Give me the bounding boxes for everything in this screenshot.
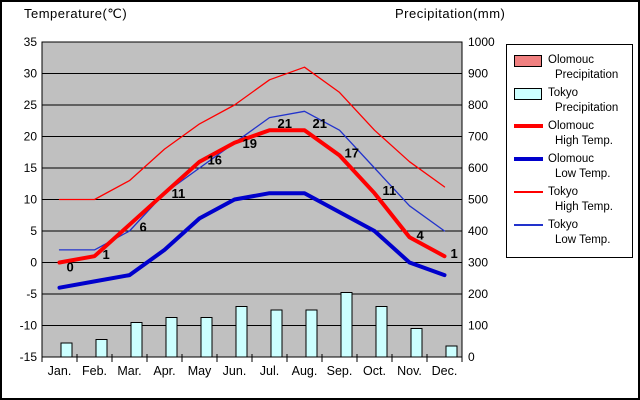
olomouc-high-point-label: 19 bbox=[243, 136, 257, 151]
tokyo-precipitation-bar bbox=[235, 306, 248, 358]
olomouc-high-temp-line bbox=[57, 128, 447, 265]
olomouc-high-point-label: 1 bbox=[451, 246, 458, 261]
legend: Olomouc Precipitation Tokyo Precipitation Ol… bbox=[506, 44, 633, 258]
olomouc-high-point-label: 21 bbox=[278, 116, 292, 131]
olomouc-high-point-label: 17 bbox=[345, 145, 359, 160]
olomouc-high-point-label: 21 bbox=[313, 116, 327, 131]
tokyo-precipitation-bar bbox=[200, 317, 213, 358]
precip-tick-label: 600 bbox=[468, 161, 488, 175]
month-label: Mar. bbox=[117, 364, 141, 378]
temp-tick-label: 35 bbox=[24, 35, 38, 49]
precip-tick-label: 100 bbox=[468, 319, 488, 333]
tokyo-precipitation-bar bbox=[410, 328, 423, 358]
temp-tick-label: -15 bbox=[20, 350, 38, 364]
temp-tick-label: 5 bbox=[30, 224, 37, 238]
month-label: Feb. bbox=[82, 364, 107, 378]
month-label: Oct. bbox=[363, 364, 386, 378]
temp-tick-label: 20 bbox=[24, 130, 38, 144]
month-label: Jun. bbox=[223, 364, 247, 378]
olomouc-low-temp-line bbox=[57, 191, 447, 290]
precip-tick-label: 700 bbox=[468, 130, 488, 144]
legend-label-line2: High Temp. bbox=[555, 200, 613, 213]
month-label: Jul. bbox=[260, 364, 279, 378]
precipitation-axis-title: Precipitation(mm) bbox=[395, 6, 506, 21]
olomouc-high-point-label: 16 bbox=[208, 153, 222, 168]
legend-label-line2: Precipitation bbox=[555, 68, 619, 81]
temp-tick-label: 15 bbox=[24, 161, 38, 175]
temp-tick-label: 25 bbox=[24, 98, 38, 112]
temperature-axis-title: Temperature(℃) bbox=[24, 6, 128, 21]
legend-item-tokyo-low-temp: Tokyo Low Temp. bbox=[514, 218, 629, 247]
precip-tick-label: 200 bbox=[468, 287, 488, 301]
legend-label-line1: Tokyo bbox=[548, 186, 579, 198]
temp-tick-label: 30 bbox=[24, 67, 38, 81]
month-label: May bbox=[188, 364, 212, 378]
precip-tick-label: 0 bbox=[468, 350, 475, 364]
month-label: Dec. bbox=[432, 364, 458, 378]
precip-tick-label: 1000 bbox=[468, 35, 495, 49]
tokyo-precipitation-bar bbox=[305, 309, 318, 358]
legend-item-olomouc-low-temp: Olomouc Low Temp. bbox=[514, 152, 629, 181]
tokyo-precipitation-swatch-icon bbox=[514, 88, 542, 100]
olomouc-high-point-label: 4 bbox=[417, 227, 425, 242]
temp-tick-label: -5 bbox=[26, 287, 37, 301]
legend-label-line1: Olomouc bbox=[548, 153, 595, 165]
tokyo-precipitation-bar bbox=[130, 321, 143, 358]
precip-tick-label: 900 bbox=[468, 67, 488, 81]
olomouc-precipitation-swatch-icon bbox=[514, 55, 542, 67]
legend-item-tokyo-precipitation: Tokyo Precipitation bbox=[514, 86, 629, 115]
temp-tick-label: 0 bbox=[30, 256, 37, 270]
legend-label-line2: Low Temp. bbox=[555, 167, 611, 180]
month-label: Sep. bbox=[327, 364, 353, 378]
tokyo-precipitation-bar bbox=[340, 291, 353, 358]
precip-tick-label: 400 bbox=[468, 224, 488, 238]
olomouc-high-point-label: 6 bbox=[140, 220, 147, 235]
tokyo-low-temp-swatch-icon bbox=[514, 224, 543, 226]
tokyo-precipitation-bar bbox=[445, 345, 458, 358]
precip-tick-label: 800 bbox=[468, 98, 488, 112]
legend-label-line1: Olomouc bbox=[548, 54, 595, 66]
legend-label-line1: Tokyo bbox=[548, 219, 579, 231]
olomouc-high-temp-swatch-icon bbox=[514, 124, 543, 128]
olomouc-low-temp-swatch-icon bbox=[514, 157, 543, 161]
tokyo-precipitation-bar bbox=[375, 306, 388, 358]
tokyo-low-temp-line bbox=[58, 110, 446, 251]
month-label: Apr. bbox=[153, 364, 175, 378]
tokyo-precipitation-bar bbox=[270, 309, 283, 358]
olomouc-high-point-label: 1 bbox=[103, 247, 110, 262]
tokyo-precipitation-bar bbox=[165, 317, 178, 358]
legend-label-line2: Low Temp. bbox=[555, 233, 611, 246]
temp-tick-label: -10 bbox=[20, 319, 38, 333]
month-label: Nov. bbox=[397, 364, 422, 378]
legend-label-line2: Precipitation bbox=[555, 101, 619, 114]
legend-item-tokyo-high-temp: Tokyo High Temp. bbox=[514, 185, 629, 214]
legend-label-line2: High Temp. bbox=[555, 134, 613, 147]
olomouc-high-point-label: 0 bbox=[67, 260, 74, 275]
precip-tick-label: 500 bbox=[468, 193, 488, 207]
tokyo-high-temp-line bbox=[58, 66, 446, 201]
month-label: Aug. bbox=[292, 364, 318, 378]
precip-tick-label: 300 bbox=[468, 256, 488, 270]
olomouc-high-point-label: 11 bbox=[383, 183, 397, 198]
month-label: Jan. bbox=[48, 364, 72, 378]
olomouc-high-point-label: 11 bbox=[172, 186, 186, 201]
tokyo-precipitation-bar bbox=[60, 342, 73, 358]
legend-item-olomouc-precipitation: Olomouc Precipitation bbox=[514, 53, 629, 82]
tokyo-high-temp-swatch-icon bbox=[514, 191, 543, 193]
tokyo-precipitation-bar bbox=[95, 339, 108, 358]
legend-label-line1: Olomouc bbox=[548, 120, 595, 132]
temp-tick-label: 10 bbox=[24, 193, 38, 207]
legend-item-olomouc-high-temp: Olomouc High Temp. bbox=[514, 119, 629, 148]
legend-label-line1: Tokyo bbox=[548, 87, 579, 99]
